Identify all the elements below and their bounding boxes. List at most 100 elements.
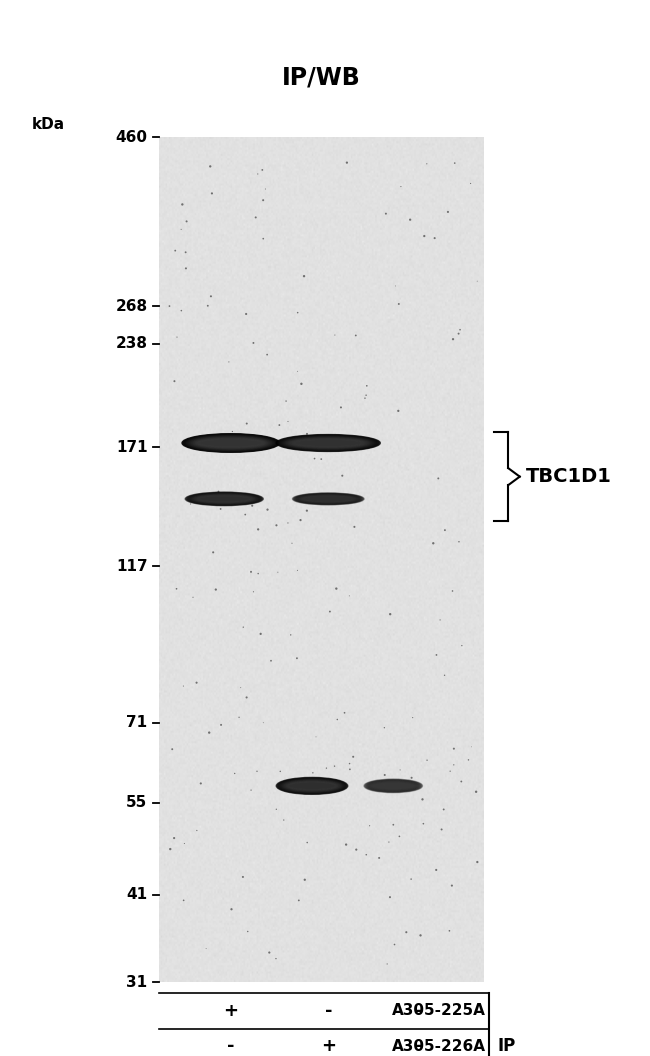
Point (311, 729, 321, 746)
Point (240, 506, 250, 523)
Point (179, 835, 190, 852)
Ellipse shape (365, 779, 422, 792)
Ellipse shape (191, 437, 270, 449)
Point (332, 711, 343, 728)
Point (250, 209, 261, 226)
Point (430, 230, 440, 247)
Point (246, 564, 256, 581)
Point (206, 288, 216, 305)
Text: -: - (415, 1001, 423, 1020)
Point (257, 162, 268, 178)
Text: 55: 55 (126, 795, 148, 810)
Point (181, 213, 192, 230)
Point (406, 870, 417, 887)
Ellipse shape (278, 778, 346, 794)
Point (241, 689, 252, 705)
Point (454, 533, 464, 550)
Point (344, 755, 355, 772)
Ellipse shape (276, 435, 380, 452)
Point (181, 244, 191, 261)
Point (395, 761, 406, 778)
Point (213, 484, 224, 501)
Text: kDa: kDa (32, 117, 65, 132)
Point (405, 211, 415, 228)
Point (169, 373, 179, 390)
Point (448, 756, 459, 773)
Ellipse shape (198, 496, 251, 502)
Point (455, 321, 465, 338)
Point (234, 709, 244, 725)
Point (194, 487, 205, 504)
Ellipse shape (372, 782, 414, 789)
Point (296, 375, 307, 392)
Point (271, 950, 281, 967)
Text: 238: 238 (116, 336, 148, 352)
Point (252, 762, 262, 779)
Ellipse shape (190, 493, 258, 504)
Ellipse shape (189, 493, 259, 505)
Ellipse shape (286, 437, 370, 449)
Point (164, 298, 175, 315)
Ellipse shape (299, 495, 358, 503)
Point (316, 451, 326, 468)
Point (341, 836, 351, 853)
Point (253, 565, 263, 582)
Text: TBC1D1: TBC1D1 (525, 467, 612, 486)
Point (361, 386, 371, 403)
Ellipse shape (294, 493, 361, 504)
Ellipse shape (289, 438, 367, 448)
Ellipse shape (280, 435, 377, 451)
Ellipse shape (278, 778, 346, 793)
Text: 460: 460 (116, 130, 148, 145)
Point (389, 936, 400, 953)
Point (248, 335, 259, 352)
Point (408, 710, 418, 727)
Ellipse shape (196, 495, 252, 503)
Point (165, 841, 176, 857)
Point (448, 740, 459, 757)
Point (287, 534, 297, 551)
Point (275, 762, 285, 779)
Point (253, 521, 263, 538)
Point (188, 589, 198, 606)
Ellipse shape (280, 779, 344, 793)
Point (309, 450, 320, 467)
Point (185, 495, 196, 512)
Point (331, 580, 341, 597)
Ellipse shape (187, 435, 275, 451)
Ellipse shape (194, 438, 267, 448)
Ellipse shape (199, 439, 263, 447)
Point (342, 154, 352, 171)
Text: +: + (320, 1037, 336, 1056)
Point (255, 625, 266, 642)
Text: 117: 117 (116, 559, 148, 573)
Point (167, 740, 177, 757)
Point (365, 817, 375, 834)
Ellipse shape (194, 494, 255, 503)
Point (422, 155, 432, 172)
Point (361, 377, 372, 394)
Point (422, 752, 432, 769)
Ellipse shape (369, 781, 418, 791)
Point (444, 922, 454, 939)
Point (435, 611, 445, 628)
Point (337, 467, 348, 484)
Ellipse shape (192, 494, 256, 504)
Point (388, 816, 398, 833)
Point (302, 834, 313, 851)
Point (208, 544, 218, 561)
Point (176, 221, 187, 238)
Point (385, 606, 395, 623)
Ellipse shape (370, 781, 417, 790)
Ellipse shape (291, 438, 365, 448)
Point (283, 413, 293, 430)
Point (415, 927, 426, 944)
Text: -: - (324, 1001, 332, 1020)
Point (201, 940, 211, 957)
Point (285, 626, 296, 643)
Point (253, 166, 263, 183)
Text: A305-226A: A305-226A (391, 1039, 486, 1054)
Ellipse shape (281, 779, 343, 792)
Point (170, 242, 181, 259)
Ellipse shape (368, 780, 419, 791)
